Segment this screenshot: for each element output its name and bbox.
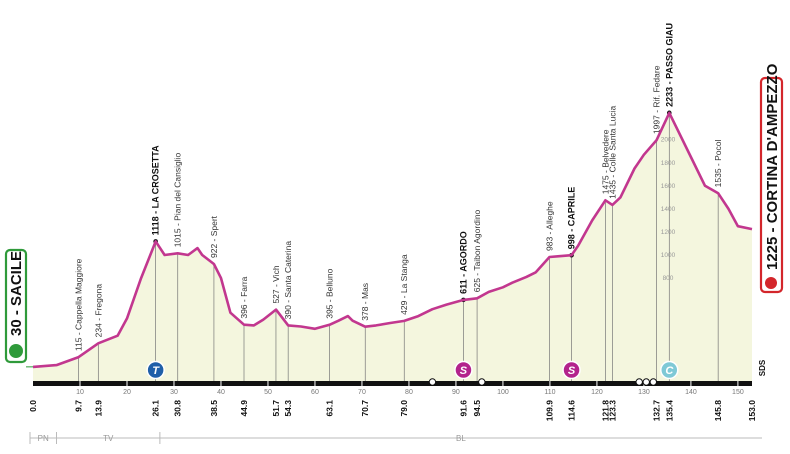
profile-line	[32, 111, 753, 369]
waypoint-label: 1997 - Rif. Fedare	[652, 65, 662, 134]
y-tick-label: 800	[663, 275, 674, 282]
x-tick-label: 60	[311, 389, 319, 396]
finish-label: 1225 - CORTINA D'AMPEZZO	[764, 63, 781, 270]
km-label: 13.9	[93, 400, 103, 417]
feed-icon	[642, 378, 650, 386]
km-bar	[33, 381, 752, 386]
feed-icon	[478, 378, 486, 386]
x-tick-label: 10	[76, 389, 84, 396]
km-label: 94.5	[472, 400, 482, 417]
x-tick-label: 70	[358, 389, 366, 396]
waypoint-label: 1015 - Pian del Cansiglio	[173, 153, 183, 248]
note: SDS	[758, 359, 767, 376]
waypoint-label: 395 - Belluno	[325, 268, 335, 318]
waypoint-label: 983 - Alleghe	[544, 201, 554, 251]
waypoint-label: 527 - Vich	[271, 265, 281, 303]
start-label: 30 - SACILE	[8, 251, 25, 336]
km-label: 26.1	[151, 400, 161, 417]
km-label: 132.7	[652, 400, 662, 422]
y-tick-label: 1000	[661, 252, 676, 259]
x-tick-label: 120	[591, 389, 603, 396]
x-tick-label: 30	[170, 389, 178, 396]
waypoint-label: 998 - CAPRILE	[567, 187, 577, 250]
x-tick-label: 80	[405, 389, 413, 396]
y-tick-label: 1800	[661, 160, 676, 167]
km-label: 123.3	[607, 400, 617, 422]
symbol-letter: C	[665, 365, 674, 377]
waypoint-label: 115 - Cappella Maggiore	[74, 258, 84, 351]
km-label: 121.8	[600, 400, 610, 422]
waypoint-label: 1118 - LA CROSETTA	[151, 145, 161, 236]
start-icon	[9, 344, 23, 358]
waypoint-label: 625 - Taibon Agordino	[472, 209, 482, 292]
waypoint-label: 378 - Mas	[360, 283, 370, 321]
waypoint-label: 922 - Spert	[209, 215, 219, 258]
y-tick-label: 1600	[661, 183, 676, 190]
y-tick-label: 1400	[661, 206, 676, 213]
feed-icon	[428, 378, 437, 386]
waypoint-label: 1435 - Colle Santa Lucia	[607, 106, 617, 199]
x-tick-label: 40	[217, 389, 225, 396]
km-label: 0.0	[28, 400, 38, 412]
km-label: 70.7	[360, 400, 370, 417]
province-label: PN	[38, 434, 49, 443]
km-label: 51.7	[271, 400, 281, 417]
waypoint-label: 1535 - Pocol	[713, 139, 723, 187]
waypoint-label: 1475 - Belvedere	[600, 129, 610, 194]
y-tick-label: 2000	[661, 137, 676, 144]
x-tick-label: 50	[264, 389, 272, 396]
feed-icon	[649, 378, 658, 386]
x-tick-label: 110	[544, 389, 555, 396]
x-tick-label: 100	[497, 389, 509, 396]
waypoint-label: 396 - Farra	[239, 276, 249, 318]
waypoint-label: 390 - Santa Caterina	[283, 241, 293, 320]
x-tick-label: 20	[123, 389, 131, 396]
waypoint-label: 429 - La Stanga	[399, 254, 409, 315]
symbol	[562, 360, 581, 380]
x-tick-label: 130	[638, 389, 650, 396]
y-tick-label: 1200	[661, 229, 676, 236]
km-label: 38.5	[209, 400, 219, 417]
km-label: 109.9	[544, 400, 554, 422]
province-label: TV	[103, 434, 114, 443]
symbol-letter: S	[568, 365, 576, 377]
x-tick-label: 90	[452, 389, 460, 396]
waypoint-label: 234 - Fregona	[93, 284, 103, 338]
km-label: 153.0	[747, 400, 757, 422]
x-tick-label: 140	[685, 389, 697, 396]
feed-icon	[635, 378, 643, 386]
area-fill	[33, 112, 752, 384]
km-label: 9.7	[74, 400, 84, 412]
symbol	[660, 360, 679, 380]
km-label: 63.1	[325, 400, 335, 417]
symbol-letter: S	[460, 365, 468, 377]
km-label: 91.6	[458, 400, 468, 417]
start-box	[4, 248, 28, 364]
finish-icon	[765, 277, 777, 289]
km-label: 114.6	[567, 400, 577, 421]
waypoint-label: 611 - AGORDO	[458, 231, 468, 294]
province-label: BL	[456, 434, 466, 443]
km-label: 54.3	[283, 400, 293, 417]
finish-box	[759, 76, 784, 294]
x-tick-label: 150	[732, 389, 744, 396]
km-label: 30.8	[173, 400, 183, 417]
km-label: 145.8	[713, 400, 723, 422]
symbol	[454, 360, 473, 380]
km-label: 44.9	[239, 400, 249, 417]
symbol-letter: T	[152, 365, 160, 377]
waypoint-label: 2233 - PASSO GIAU	[664, 23, 674, 107]
symbol	[146, 360, 165, 380]
km-label: 79.0	[399, 400, 409, 417]
km-label: 135.4	[664, 400, 674, 422]
